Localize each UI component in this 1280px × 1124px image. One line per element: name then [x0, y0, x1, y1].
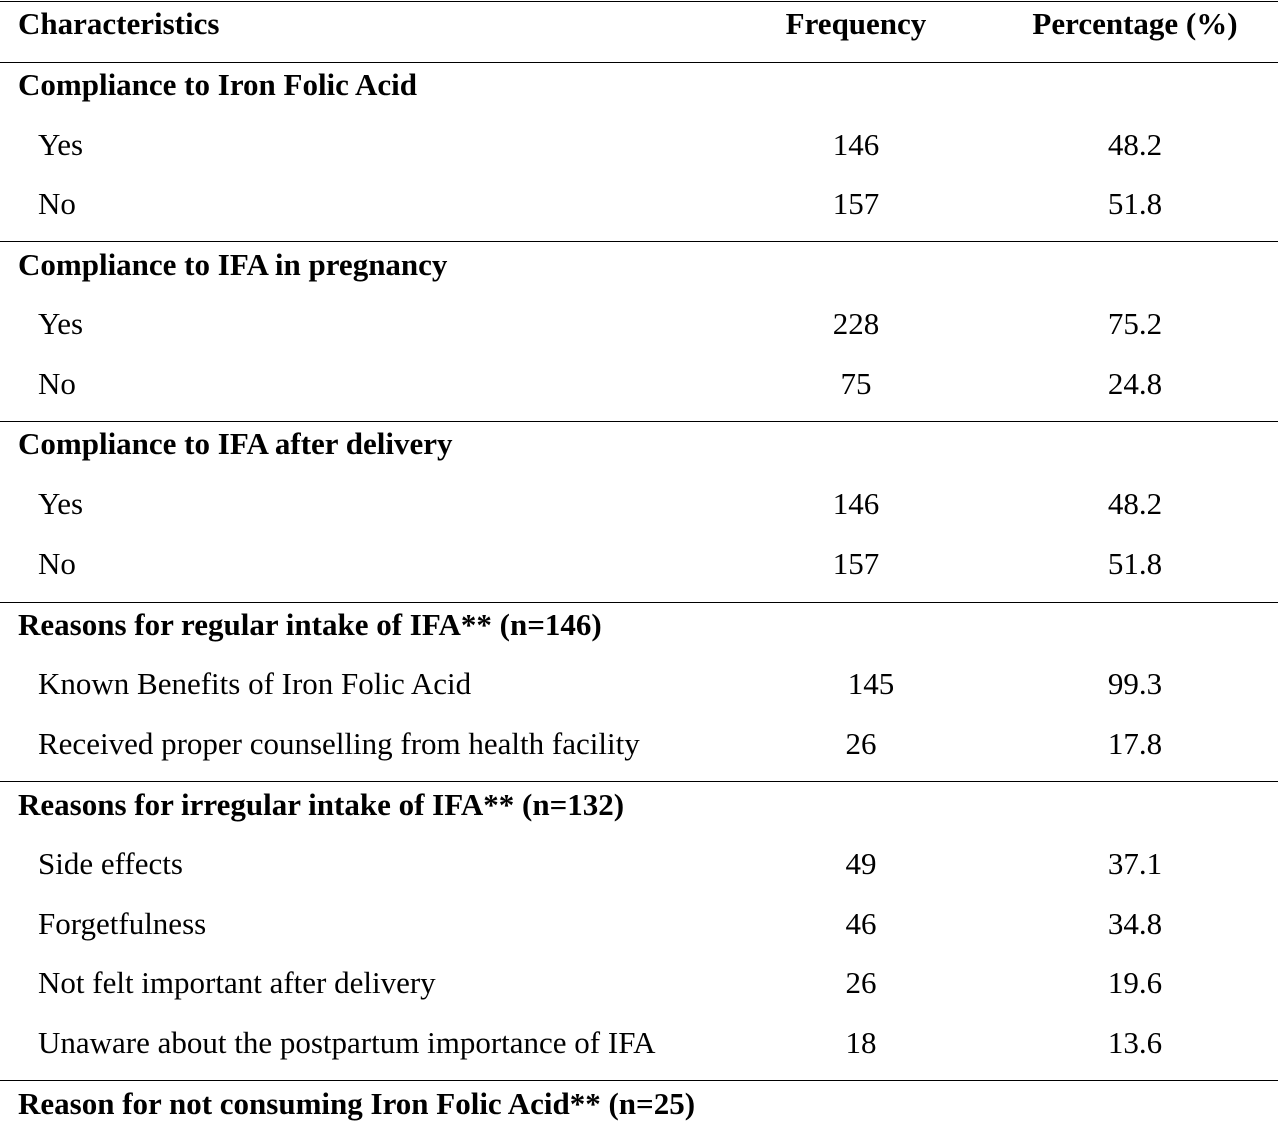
row-label: No	[38, 366, 76, 401]
row-label: Yes	[38, 127, 84, 162]
row-frequency: 157	[832, 186, 880, 221]
row-percentage: 13.6	[1107, 1025, 1163, 1060]
row-label: Side effects	[38, 846, 183, 881]
row-frequency: 146	[832, 127, 880, 162]
section-title: Reasons for irregular intake of IFA** (n…	[18, 787, 625, 822]
row-percentage: 19.6	[1107, 965, 1163, 1000]
row-label: Not felt important after delivery	[38, 965, 436, 1000]
row-percentage: 34.8	[1107, 906, 1163, 941]
row-percentage: 99.3	[1107, 666, 1163, 701]
row-frequency: 146	[832, 486, 880, 521]
row-percentage: 24.8	[1107, 366, 1163, 401]
section-rule	[0, 781, 1278, 782]
row-label: Received proper counselling from health …	[38, 726, 640, 761]
section-title: Reasons for regular intake of IFA** (n=1…	[18, 607, 602, 642]
row-label: Unaware about the postpartum importance …	[38, 1025, 656, 1060]
row-frequency: 18	[845, 1025, 877, 1060]
section-rule	[0, 421, 1278, 422]
section-title: Compliance to IFA in pregnancy	[18, 247, 448, 282]
section-rule	[0, 602, 1278, 603]
section-rule	[0, 1080, 1278, 1081]
row-frequency: 145	[847, 666, 895, 701]
row-label: Forgetfulness	[38, 906, 207, 941]
row-percentage: 48.2	[1107, 486, 1163, 521]
section-title: Reason for not consuming Iron Folic Acid…	[18, 1086, 696, 1121]
row-frequency: 157	[832, 546, 880, 581]
row-percentage: 37.1	[1107, 846, 1163, 881]
header-rule	[0, 62, 1278, 63]
row-percentage: 51.8	[1107, 546, 1163, 581]
row-frequency: 49	[845, 846, 877, 881]
header-characteristics: Characteristics	[18, 6, 220, 41]
row-frequency: 75	[840, 366, 872, 401]
row-label: No	[38, 186, 76, 221]
row-label: Known Benefits of Iron Folic Acid	[38, 666, 472, 701]
header-percentage: Percentage (%)	[1032, 6, 1238, 41]
row-label: Yes	[38, 306, 84, 341]
section-title: Compliance to Iron Folic Acid	[18, 67, 417, 102]
row-percentage: 51.8	[1107, 186, 1163, 221]
section-rule	[0, 241, 1278, 242]
row-frequency: 26	[845, 965, 877, 1000]
section-title: Compliance to IFA after delivery	[18, 426, 453, 461]
row-frequency: 228	[832, 306, 880, 341]
row-label: Yes	[38, 486, 84, 521]
row-percentage: 17.8	[1107, 726, 1163, 761]
row-frequency: 46	[845, 906, 877, 941]
row-frequency: 26	[845, 726, 877, 761]
row-percentage: 75.2	[1107, 306, 1163, 341]
row-percentage: 48.2	[1107, 127, 1163, 162]
table-top-rule	[0, 1, 1278, 2]
header-frequency: Frequency	[785, 6, 927, 41]
row-label: No	[38, 546, 76, 581]
